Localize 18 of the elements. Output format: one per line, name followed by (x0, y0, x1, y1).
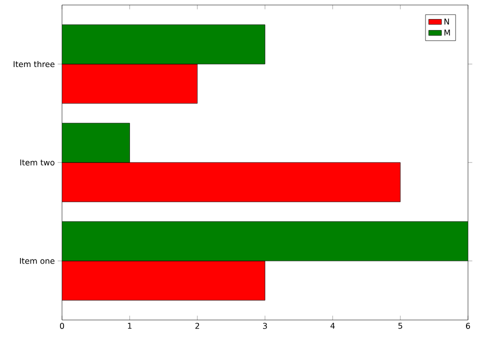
x-tick-label: 2 (195, 322, 200, 329)
y-tick-label: Item one (20, 258, 54, 264)
legend-label: N (444, 18, 449, 24)
x-tick-label: 5 (398, 322, 402, 329)
x-tick-label: 0 (60, 322, 64, 329)
bar (62, 162, 401, 202)
bar (62, 24, 266, 64)
x-tick-label: 3 (263, 322, 267, 329)
x-tick-label: 6 (466, 322, 470, 329)
bar (62, 260, 266, 300)
legend-label: M (444, 30, 450, 36)
bar (62, 64, 198, 104)
x-tick-label: 1 (128, 322, 132, 329)
bar (62, 122, 130, 163)
bar (62, 221, 468, 262)
y-tick-label: Item two (20, 160, 54, 166)
y-tick-label: Item three (14, 60, 54, 68)
x-tick-label: 4 (330, 322, 335, 329)
